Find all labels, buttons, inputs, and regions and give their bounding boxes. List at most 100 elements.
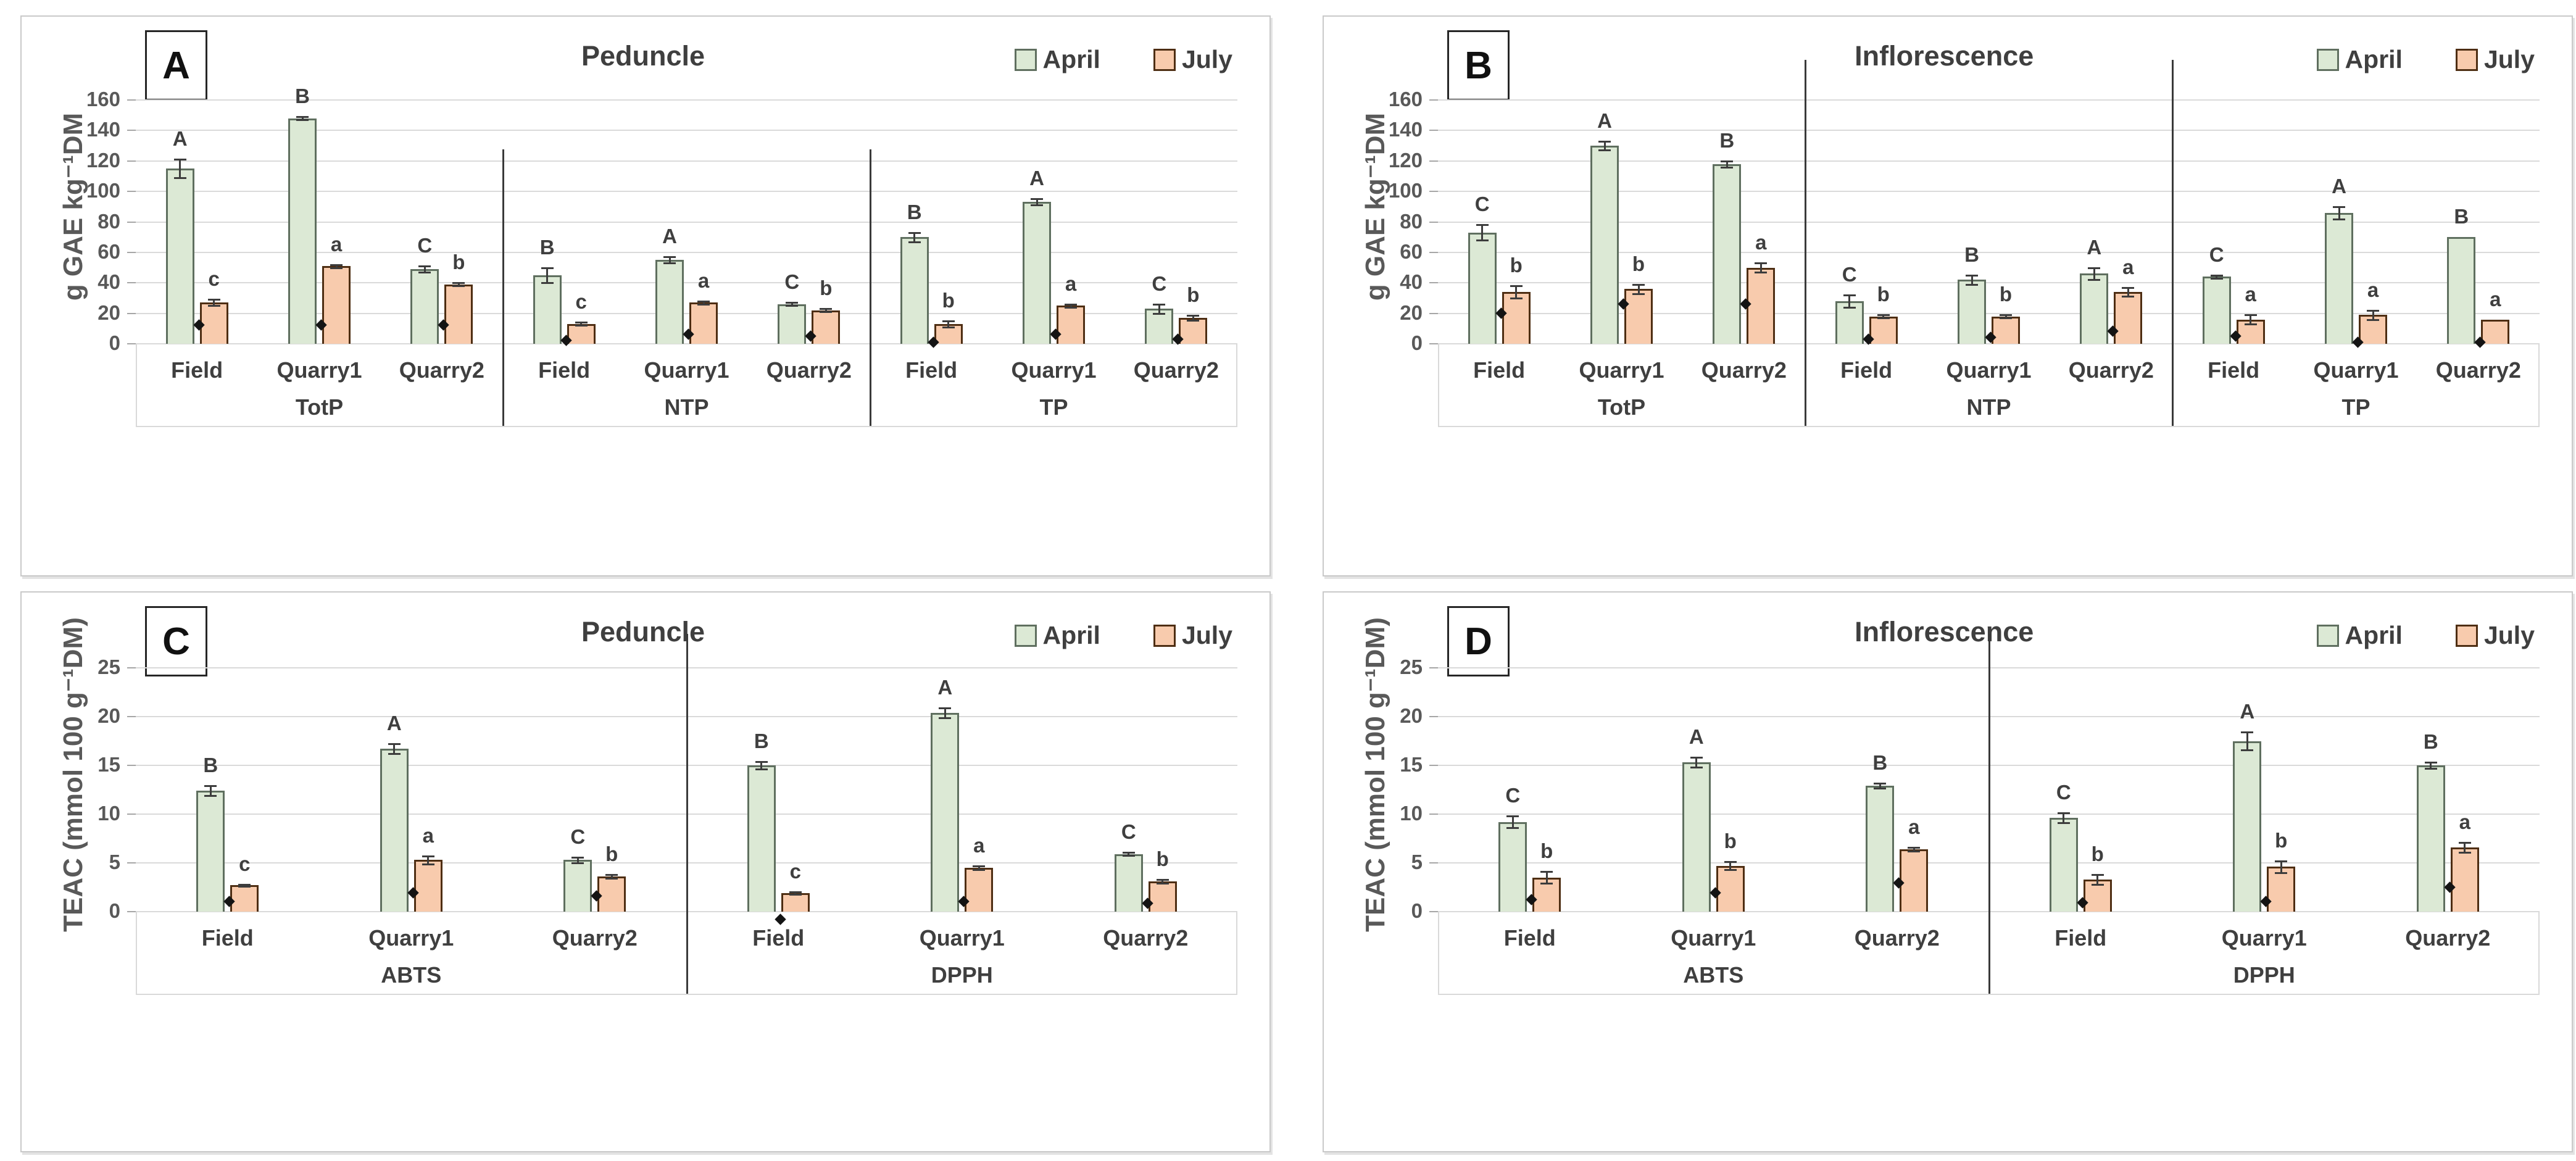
bar-april-dpph-field xyxy=(2049,818,2078,912)
error-bar xyxy=(427,855,430,864)
error-bar xyxy=(457,283,460,286)
error-bar-cap xyxy=(388,743,401,746)
axis-tick-mark xyxy=(1429,862,1438,863)
error-bar-cap xyxy=(942,320,955,322)
error-bar-cap xyxy=(2091,883,2104,886)
error-bar-cap xyxy=(1598,140,1611,143)
error-bar-cap xyxy=(939,717,952,719)
sig-letter: B xyxy=(1964,243,1979,266)
error-bar xyxy=(1481,225,1484,241)
axis-tick-mark xyxy=(127,667,136,668)
sig-letter: A xyxy=(1597,109,1612,132)
category-label: Field xyxy=(905,357,958,383)
axis-tick-mark xyxy=(1429,221,1438,223)
sig-letter: b xyxy=(1510,254,1523,277)
bar-july-dpph-field xyxy=(781,893,810,912)
sig-letter: b xyxy=(2091,842,2104,865)
axis-tick-mark xyxy=(127,862,136,863)
axis-tick-mark xyxy=(1429,282,1438,284)
error-bar xyxy=(1192,315,1194,320)
error-bar-cap xyxy=(1690,767,1703,769)
error-bar-cap xyxy=(2000,317,2012,320)
bar-july-totp-quarry2 xyxy=(444,284,473,344)
error-bar xyxy=(1760,263,1762,272)
bar-july-tp-quarry2 xyxy=(2481,319,2510,344)
error-bar xyxy=(1515,286,1518,298)
error-bar-cap xyxy=(388,753,401,755)
axis-tick-mark xyxy=(1429,667,1438,668)
bar-july-abts-quarry1 xyxy=(1716,865,1745,912)
figure-grid: A Peduncle April July 0 20 40 60 80 100 120 140 160 g… xyxy=(20,15,2573,1154)
gridline xyxy=(1438,221,2540,223)
sig-letter: C xyxy=(1152,272,1167,295)
error-bar-cap xyxy=(663,262,676,265)
axis-tick-mark xyxy=(127,99,136,101)
bar-april-dpph-quarry1 xyxy=(931,712,960,912)
legend-item-july: July xyxy=(1153,45,1232,74)
error-bar-cap xyxy=(1122,852,1135,854)
y-axis-label: TEAC (mmol 100 g⁻¹DM) xyxy=(58,617,88,932)
error-bar xyxy=(702,301,705,304)
category-label: Quarry2 xyxy=(552,925,638,951)
error-bar-cap xyxy=(2057,812,2070,815)
category-label: Quarry2 xyxy=(766,357,852,383)
category-label: Quarry2 xyxy=(2435,357,2521,383)
sig-letter: a xyxy=(2245,283,2256,306)
legend-label: July xyxy=(1181,45,1232,73)
y-tick-label: 10 xyxy=(1400,802,1423,825)
error-bar-cap xyxy=(2122,296,2135,298)
group-label: NTP xyxy=(1966,394,2011,420)
legend-swatch-july-icon xyxy=(1153,48,1176,71)
axis-tick-mark xyxy=(127,343,136,344)
sig-letter: a xyxy=(1065,272,1077,295)
error-bar xyxy=(2216,275,2218,278)
sig-letter: b xyxy=(1877,283,1890,306)
y-tick-label: 80 xyxy=(1400,209,1423,233)
error-bar xyxy=(546,267,549,283)
sig-letter: C xyxy=(1505,784,1521,807)
error-bar xyxy=(1128,852,1130,856)
error-bar-cap xyxy=(2057,822,2070,825)
sig-letter: A xyxy=(662,225,677,248)
error-bar-cap xyxy=(2458,851,2471,854)
group-label: DPPH xyxy=(931,962,993,988)
error-bar-cap xyxy=(571,862,584,864)
sig-letter: A xyxy=(386,712,402,735)
error-bar-cap xyxy=(789,893,802,896)
legend-swatch-april-icon xyxy=(2316,624,2339,647)
error-bar-cap xyxy=(1755,262,1768,265)
error-bar xyxy=(2096,874,2099,884)
error-bar-cap xyxy=(1153,312,1166,315)
gridline xyxy=(136,343,1237,344)
bar-july-totp-field xyxy=(199,302,228,344)
legend: April July xyxy=(2316,621,2535,650)
axis-frame-left xyxy=(1438,912,1439,995)
error-bar-cap xyxy=(173,177,186,179)
category-label: Field xyxy=(1503,925,1556,951)
y-tick-label: 160 xyxy=(1388,88,1423,110)
bar-april-dpph-quarry2 xyxy=(2416,765,2445,912)
error-bar-cap xyxy=(541,267,554,269)
sig-letter: A xyxy=(937,675,953,699)
axis-tick-mark xyxy=(1429,911,1438,912)
error-bar-cap xyxy=(697,300,710,302)
sig-letter: c xyxy=(575,290,587,314)
y-tick-label: 15 xyxy=(1400,753,1423,776)
bar-july-dpph-quarry1 xyxy=(965,867,994,912)
error-bar-cap xyxy=(207,299,220,301)
gridline xyxy=(136,221,1237,223)
panel-letter-box: C xyxy=(145,606,207,676)
group-separator xyxy=(1805,60,1806,427)
sig-letter: b xyxy=(2275,828,2288,852)
error-bar xyxy=(760,761,763,770)
error-bar-cap xyxy=(1506,827,1519,830)
error-bar xyxy=(179,159,181,178)
error-bar-cap xyxy=(204,785,217,788)
error-bar-cap xyxy=(2088,279,2101,281)
error-bar xyxy=(913,232,916,242)
bar-april-totp-quarry1 xyxy=(1590,146,1619,344)
axis-frame-right xyxy=(1236,912,1237,995)
error-bar-cap xyxy=(1187,315,1200,317)
bar-april-abts-field xyxy=(196,791,225,912)
group-separator xyxy=(502,149,504,427)
